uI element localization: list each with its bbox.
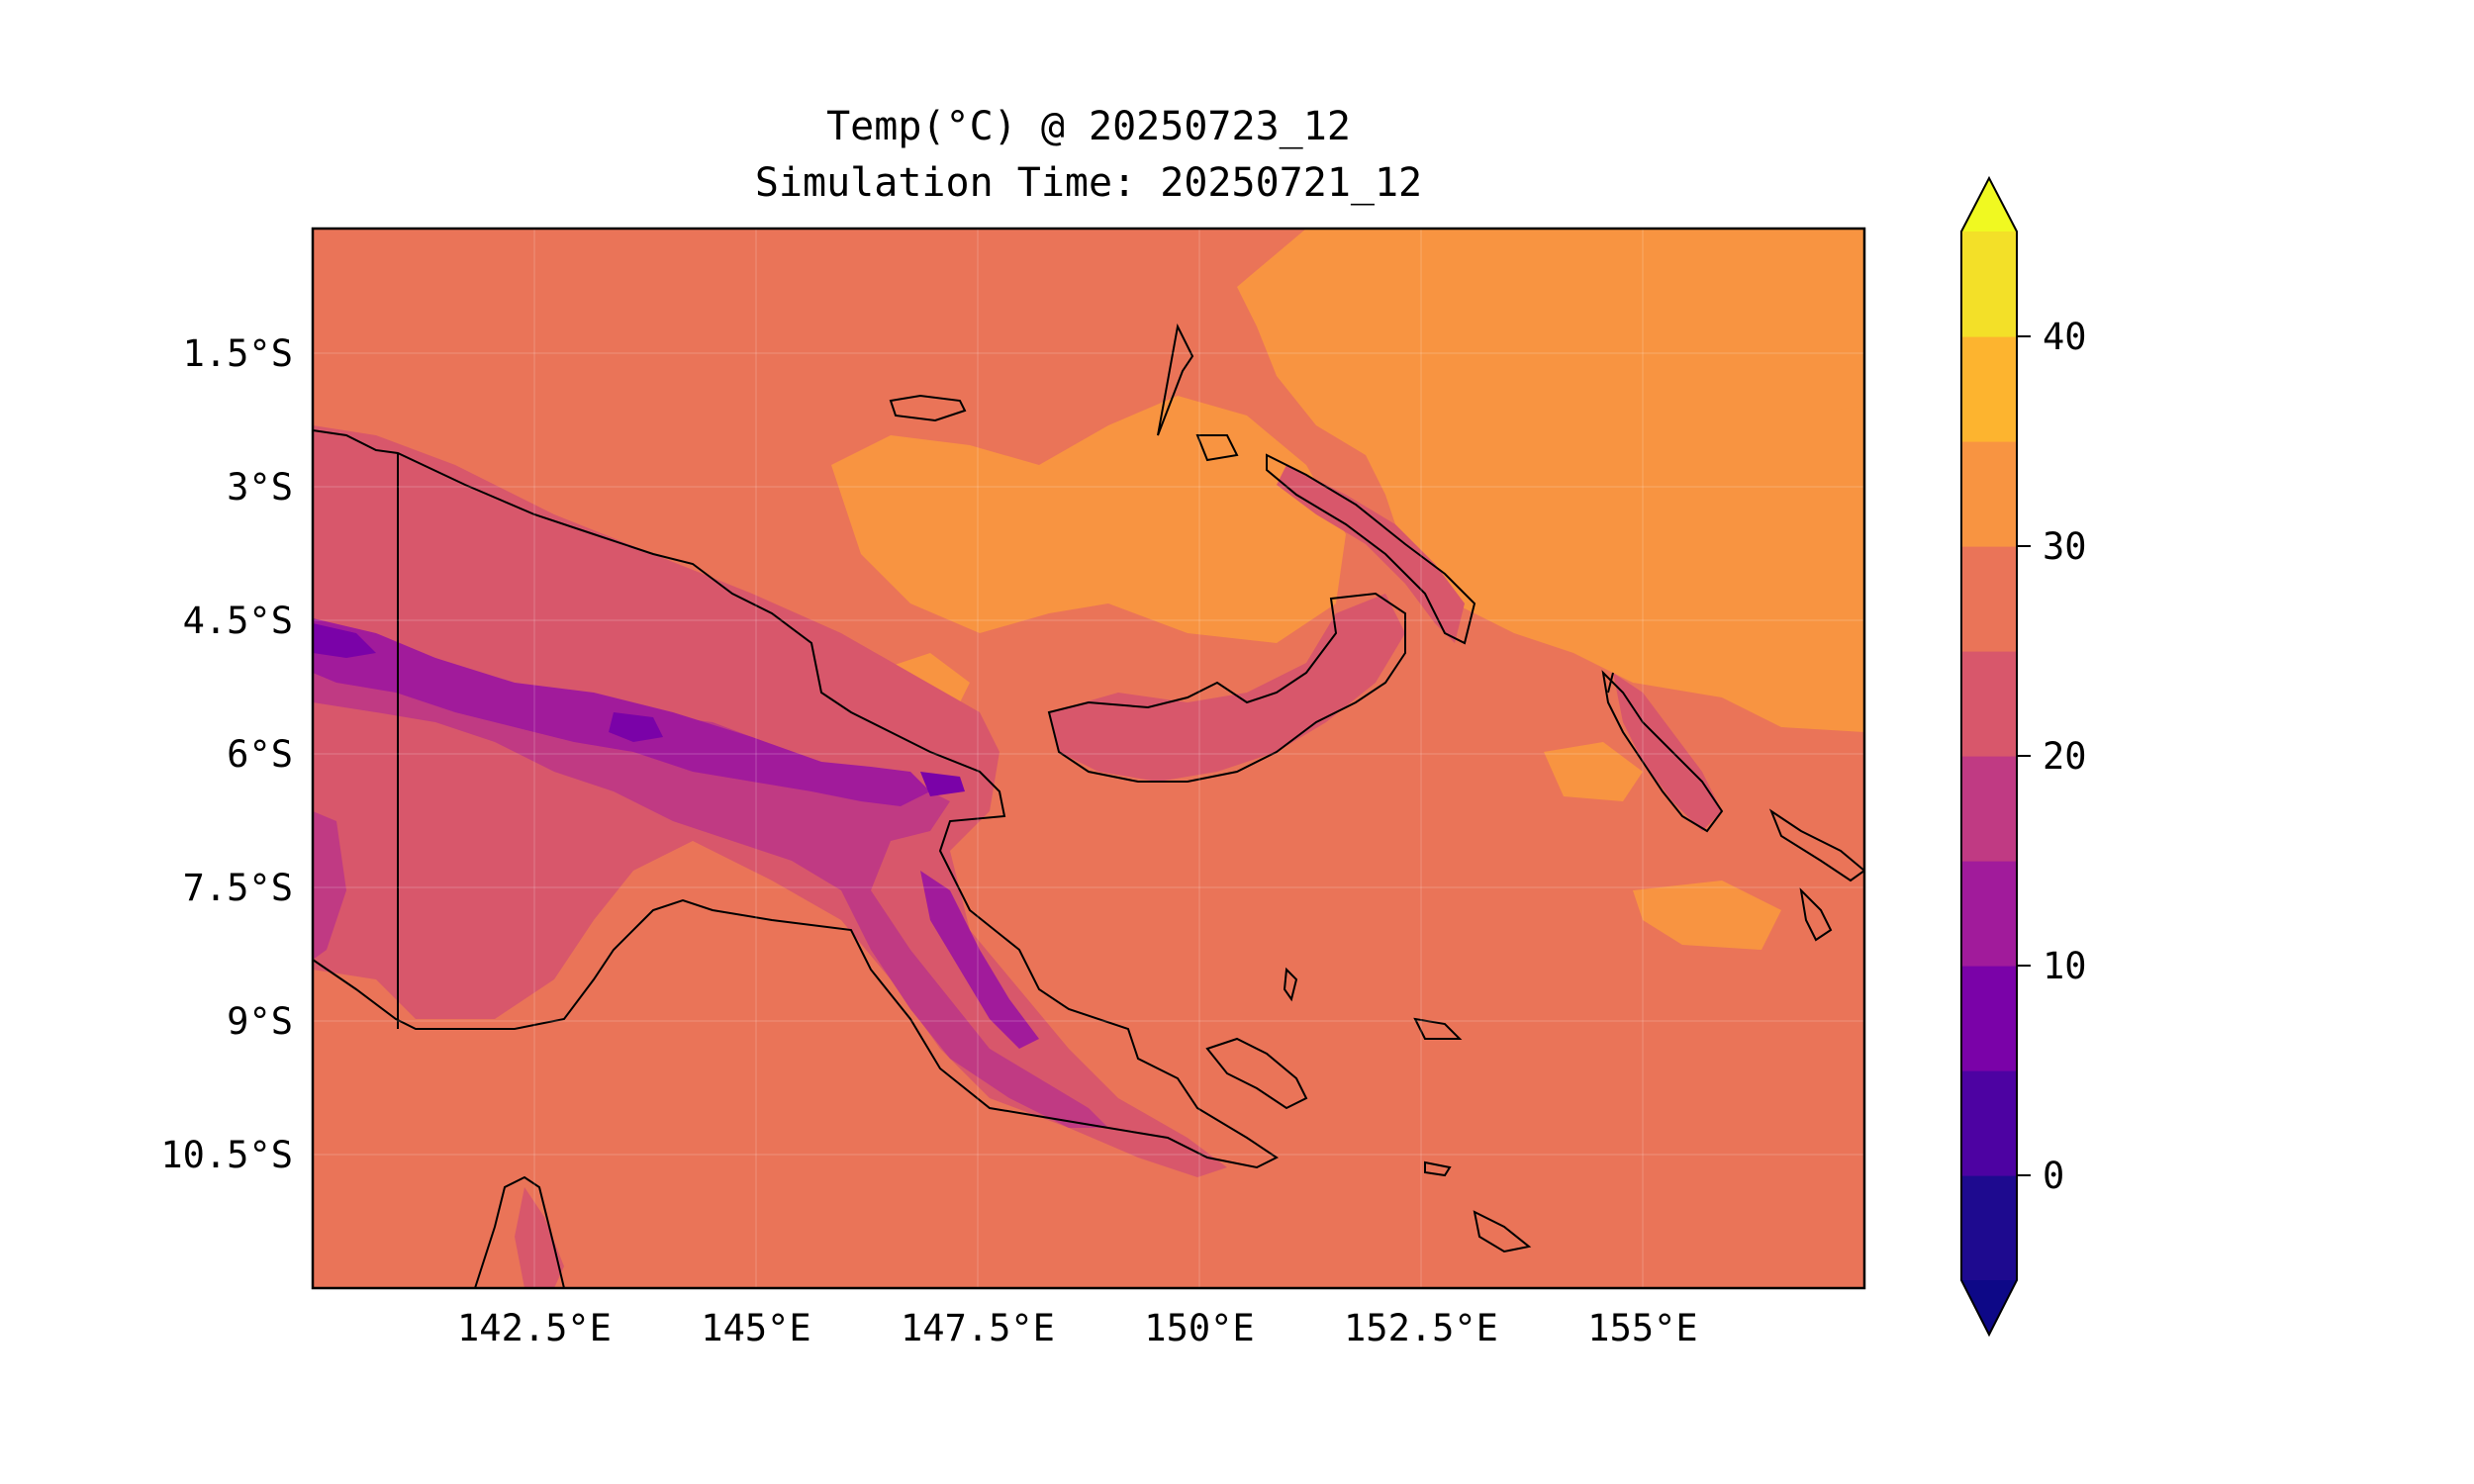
lat-tick-label: 1.5°S [183, 332, 293, 375]
contour-new-britain-20-25 [1049, 594, 1405, 782]
coastline-dentrecasteaux [1205, 1037, 1308, 1110]
contour-highlands-10-15 [313, 618, 930, 806]
colorbar-tick-label: 10 [2043, 945, 2087, 987]
latitude-ticks: 1.5°S 3°S 4.5°S 6°S 7.5°S 9°S 10.5°S [160, 332, 293, 1176]
coastline-island-3 [1413, 1017, 1463, 1040]
coastline-island-1 [1157, 323, 1194, 436]
contour-bougainville-20-25 [1613, 673, 1722, 831]
colorbar-segment [1961, 966, 2017, 1071]
colorbar-outline [1960, 175, 2018, 1338]
coastline-new-guinea [313, 429, 1279, 1169]
colorbar-under-arrow [1961, 1280, 2017, 1335]
lon-tick-label: 152.5°E [1344, 1307, 1498, 1349]
colorbar-tick-label: 40 [2043, 316, 2087, 358]
lon-tick-label: 145°E [701, 1307, 810, 1349]
coastline-manus [889, 394, 967, 422]
contour-warm-patch-2 [1633, 881, 1781, 950]
contour-warm-patch-1 [1544, 742, 1643, 801]
colorbar-segment [1961, 756, 2017, 862]
colorbar-segment [1961, 1070, 2017, 1176]
contour-owen-stanley-10-15 [920, 871, 1039, 1049]
lon-tick-label: 150°E [1144, 1307, 1254, 1349]
contour-cape-york-20-25 [515, 1187, 564, 1288]
colorbar-segment [1961, 861, 2017, 967]
colorbar-segment [1961, 336, 2017, 442]
coastline-island-4 [1473, 1210, 1532, 1253]
colorbar-segment [1961, 441, 2017, 547]
colorbar: 0 10 20 30 40 [1960, 175, 2087, 1338]
coastline-island-7 [1424, 1160, 1452, 1177]
lat-tick-label: 9°S [227, 1000, 293, 1043]
map-axes-frame [311, 227, 1866, 1290]
map-title: Temp(°C) @ 20250723_12 [826, 104, 1351, 149]
lat-tick-label: 4.5°S [183, 600, 293, 642]
coastline-new-ireland [1266, 453, 1476, 645]
lon-tick-label: 155°E [1587, 1307, 1697, 1349]
coastline-island-6 [1283, 967, 1298, 1002]
lat-tick-label: 10.5°S [160, 1134, 293, 1176]
colorbar-tick-label: 0 [2043, 1155, 2064, 1197]
coastline-bougainville [1601, 670, 1724, 833]
contour-warm-ocean-east [1237, 229, 1864, 732]
lat-tick-label: 7.5°S [183, 867, 293, 909]
coastline-cape-york [474, 1175, 565, 1288]
colorbar-segment [1961, 651, 2017, 757]
coastline-island-5 [1607, 672, 1833, 942]
contour-highlands-5-10 [313, 623, 376, 658]
lon-tick-label: 142.5°E [457, 1307, 612, 1349]
coastlines [313, 323, 1864, 1288]
lon-tick-label: 147.5°E [901, 1307, 1055, 1349]
contour-warm-patch-3 [1811, 356, 1864, 411]
colorbar-segment [1961, 546, 2017, 652]
coastline-solomons [1768, 808, 1864, 882]
coastline-island-2 [1195, 434, 1239, 462]
colorbar-over-arrow [1961, 178, 2017, 232]
lat-tick-label: 3°S [227, 466, 293, 509]
map-subtitle: Simulation Time: 20250721_12 [754, 160, 1423, 206]
longitude-ticks: 142.5°E 145°E 147.5°E 150°E 152.5°E 155°E [457, 1307, 1698, 1349]
contour-highlands-5-10-c [920, 772, 965, 796]
contour-new-ireland-20-25 [1277, 465, 1465, 643]
colorbar-segment [1961, 232, 2017, 337]
colorbar-tick-label: 20 [2043, 735, 2087, 778]
gridlines [313, 229, 1864, 1288]
colorbar-tick-label: 30 [2043, 525, 2087, 568]
contour-west-15-20 [313, 811, 346, 960]
contour-highlands-5-10-b [609, 712, 663, 742]
contour-highlands-15-20 [313, 623, 1108, 1128]
coastline-new-britain [1047, 592, 1406, 783]
colorbar-segment [1961, 1175, 2017, 1281]
lat-tick-label: 6°S [227, 733, 293, 776]
